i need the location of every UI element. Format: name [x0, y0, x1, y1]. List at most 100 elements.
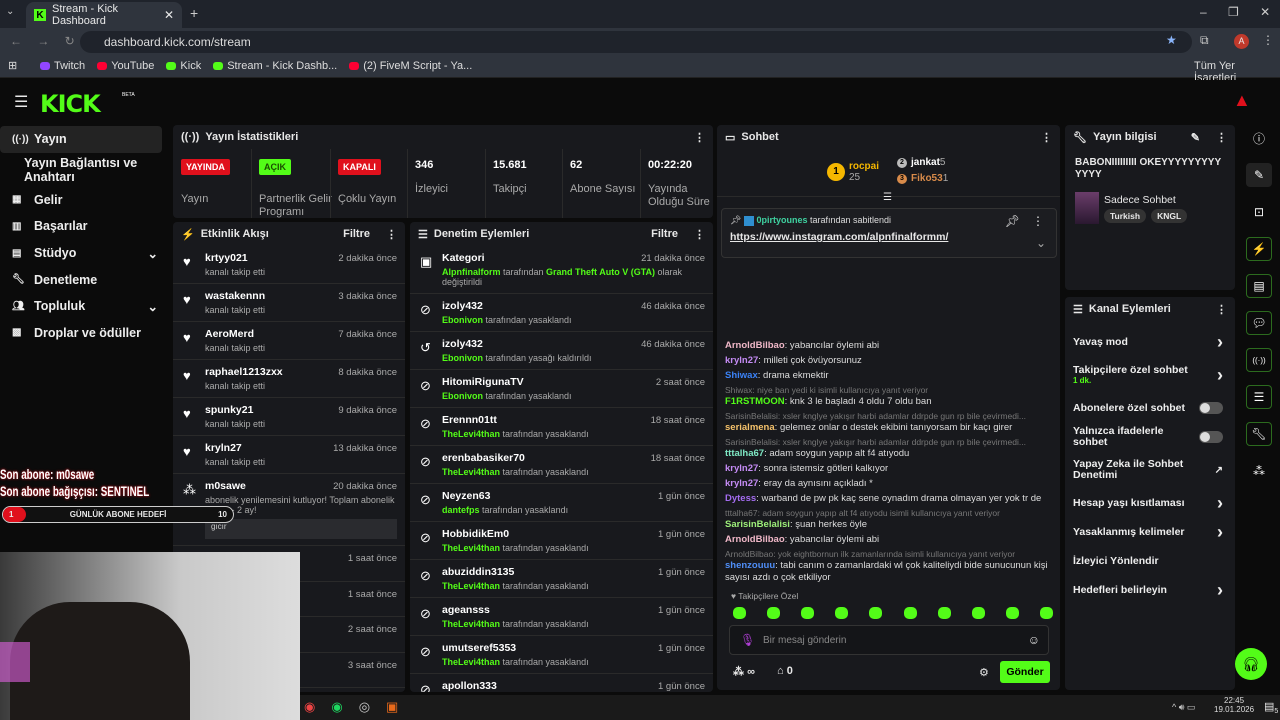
chat-message[interactable]: SarisinBelalisi: xsler knglye yakışır ha… — [721, 437, 1057, 460]
chat-message[interactable]: Dytess: warband de pw pk kaç sene oynadı… — [721, 493, 1057, 505]
emoji-icon[interactable]: ☺ — [1027, 633, 1040, 647]
more-icon[interactable]: ⋮ — [694, 228, 705, 241]
emote-icon[interactable] — [971, 607, 985, 619]
tray-icons[interactable]: ^ 🔊︎ ▭ — [1172, 702, 1196, 712]
unpin-icon[interactable]: 📌︎ — [1004, 214, 1020, 228]
activity-item[interactable]: ♥ krtyy021 2 dakika önce kanalı takip etti — [173, 246, 405, 284]
bookmark-item[interactable]: Stream - Kick Dashb... — [213, 60, 337, 72]
chat-message[interactable]: kryln27: sonra istemsiz götleri kalkıyor — [721, 463, 1057, 475]
activity-item[interactable]: ♥ kryln27 13 dakika önce kanalı takip etti — [173, 436, 405, 474]
store-button[interactable]: ⌂ 0 — [777, 665, 793, 677]
moderation-item[interactable]: ⊘ HobbidikEm0 1 gün önce TheLevi4than taraf… — [410, 522, 713, 560]
moderation-item[interactable]: ⊘ izoly432 46 dakika önce Ebonivon tarafınd… — [410, 294, 713, 332]
app-icon[interactable]: ▣ — [386, 699, 399, 714]
lightning-icon[interactable]: ⚡ — [1246, 237, 1272, 261]
moderation-item[interactable]: ⊘ Erennn01tt 18 saat önce TheLevi4than tara… — [410, 408, 713, 446]
profile-avatar[interactable]: A — [1234, 34, 1249, 49]
browser-tab[interactable]: K Stream - Kick Dashboard ✕ — [26, 2, 182, 28]
support-headset-icon[interactable]: 🎧︎ — [1235, 648, 1267, 680]
sidebar-item[interactable]: ((·)) Yayın — [0, 126, 162, 153]
activity-item[interactable]: ♥ raphael1213zxx 8 dakika önce kanalı takip… — [173, 360, 405, 398]
leaderboard-entry[interactable]: 2 jankat5 — [897, 157, 945, 168]
bookmark-item[interactable]: YouTube — [97, 60, 154, 72]
broadcast-icon[interactable]: ((·)) — [1246, 348, 1272, 372]
microphone-icon[interactable]: 🎙︎ — [740, 633, 756, 647]
url-input[interactable]: dashboard.kick.com/stream — [80, 31, 1192, 53]
more-icon[interactable]: ⋮ — [1041, 131, 1052, 144]
chat-message[interactable]: tttalha67: adam soygun yapıp alt f4 atıy… — [721, 508, 1057, 531]
moderation-item[interactable]: ⊘ ageansss 1 gün önce TheLevi4than tarafınd… — [410, 598, 713, 636]
bookmark-item[interactable]: Kick — [166, 60, 201, 72]
bookmark-item[interactable]: (2) FiveM Script - Ya... — [349, 60, 472, 72]
pinned-link[interactable]: https://www.instagram.com/alpnfinalformm… — [730, 231, 949, 243]
nav-buttons[interactable]: ← → ↻ — [10, 34, 75, 48]
moderation-item[interactable]: ⊘ HitomiRigunaTV 2 saat önce Ebonivon taraf… — [410, 370, 713, 408]
channel-action-item[interactable]: Hedefleri belirleyin › — [1065, 577, 1235, 603]
emote-icon[interactable] — [1039, 607, 1053, 619]
chat-username[interactable]: SarisinBelalisi — [725, 519, 790, 530]
clock[interactable]: 22:45 19.01.2026 — [1214, 696, 1254, 714]
chrome-icon[interactable]: ◉ — [304, 699, 316, 714]
more-icon[interactable]: ⋮ — [694, 131, 705, 144]
channel-action-item[interactable]: İzleyici Yönlendir — [1065, 548, 1235, 574]
tab-search-icon[interactable]: ⌄ — [6, 6, 15, 17]
emote-icon[interactable] — [733, 607, 746, 619]
chat-username[interactable]: ArnoldBilbao — [725, 534, 785, 545]
emote-icon[interactable] — [937, 607, 951, 619]
leaderboard-entry[interactable]: 3 Fiko531 — [897, 173, 948, 184]
channel-actions-icon[interactable]: ☰ — [1246, 385, 1272, 409]
sidebar-item[interactable]: ▩ Droplar ve ödüller — [0, 320, 170, 347]
moderation-item[interactable]: ▣ Kategori 21 dakika önce Alpnfinalform tar… — [410, 246, 713, 294]
points-icon[interactable]: ⁂ — [1253, 464, 1265, 478]
expand-chevron-icon[interactable]: ⌄ — [1035, 236, 1046, 250]
browser-menu-icon[interactable]: ⋮ — [1262, 33, 1274, 47]
category-name[interactable]: Sadece Sohbet — [1104, 194, 1176, 206]
notifications-icon[interactable]: ▤5 — [1264, 701, 1279, 716]
tag-chip[interactable]: Turkish — [1104, 209, 1147, 223]
spotify-icon[interactable]: ◉ — [331, 699, 343, 714]
moderation-item[interactable]: ⊘ Neyzen63 1 gün önce dantefps tarafından y… — [410, 484, 713, 522]
sidebar-item[interactable]: Yayın Bağlantısı ve Anahtarı — [0, 153, 170, 187]
chat-username[interactable]: kryln27 — [725, 478, 759, 489]
sidebar-item[interactable]: ▤ Stüdyo ⌄ — [0, 240, 170, 267]
moderation-item[interactable]: ⊘ abuziddin3135 1 gün önce TheLevi4than tar… — [410, 560, 713, 598]
activity-item[interactable]: ♥ spunky21 9 dakika önce kanalı takip etti — [173, 398, 405, 436]
bookmark-item[interactable]: Twitch — [40, 60, 85, 72]
chat-message[interactable]: kryln27: eray da aynısını açıkladı * — [721, 478, 1057, 490]
toggle-switch[interactable] — [1199, 431, 1223, 443]
chat-username[interactable]: kryln27 — [725, 463, 759, 474]
sidebar-item[interactable]: ▥ Başarılar — [0, 213, 170, 240]
hamburger-menu-icon[interactable]: ☰ — [14, 94, 29, 111]
channel-action-item[interactable]: Takipçilere özel sohbet 1 dk. › — [1065, 358, 1235, 392]
alert-icon[interactable]: ▲ — [1233, 90, 1251, 110]
wrench-icon[interactable]: 🔧︎ — [1246, 422, 1272, 446]
chat-bubble-icon[interactable]: 💬︎ — [1246, 311, 1272, 335]
edit-pencil-icon[interactable]: ✎ — [1190, 131, 1200, 144]
apps-grid-icon[interactable]: ⊞ — [8, 60, 18, 72]
screenshot-icon[interactable]: ⊡ — [1253, 205, 1265, 219]
settings-gear-icon[interactable]: ⚙ — [979, 667, 989, 679]
extensions-icon[interactable]: ⧉ — [1200, 33, 1209, 47]
sidebar-item[interactable]: ▦ Gelir — [0, 187, 170, 214]
channel-action-item[interactable]: Yalnızca ifadelerle sohbet — [1065, 424, 1235, 450]
send-button[interactable]: Gönder — [1000, 661, 1050, 683]
info-icon[interactable]: ⓘ — [1252, 131, 1265, 146]
notes-icon[interactable]: ▤ — [1246, 274, 1272, 298]
moderation-item[interactable]: ↺ izoly432 46 dakika önce Ebonivon tarafınd… — [410, 332, 713, 370]
moderation-item[interactable]: ⊘ umutseref5353 1 gün önce TheLevi4than tar… — [410, 636, 713, 674]
activity-item[interactable]: ⁂ m0sawe 20 dakika önce abonelik yenilemesi… — [173, 474, 405, 546]
chat-message[interactable]: SarisinBelalisi: xsler knglye yakışır ha… — [721, 411, 1057, 434]
activity-item[interactable]: ♥ wastakennn 3 dakika önce kanalı takip ett… — [173, 284, 405, 322]
chat-username[interactable]: Dytess — [725, 493, 757, 504]
chat-username[interactable]: tttalha67 — [725, 448, 765, 459]
emote-icon[interactable] — [1005, 607, 1019, 619]
chat-username[interactable]: kryln27 — [725, 355, 759, 366]
filter-button[interactable]: Filtre — [343, 228, 370, 240]
channel-action-item[interactable]: Yasaklanmış kelimeler › — [1065, 519, 1235, 545]
emote-icon[interactable] — [767, 607, 781, 619]
emote-icon[interactable] — [835, 607, 849, 619]
channel-action-item[interactable]: Yavaş mod › — [1065, 329, 1235, 355]
channel-points[interactable]: ⁂ ∞ — [733, 666, 755, 678]
edit-icon[interactable]: ✎ — [1246, 163, 1272, 187]
